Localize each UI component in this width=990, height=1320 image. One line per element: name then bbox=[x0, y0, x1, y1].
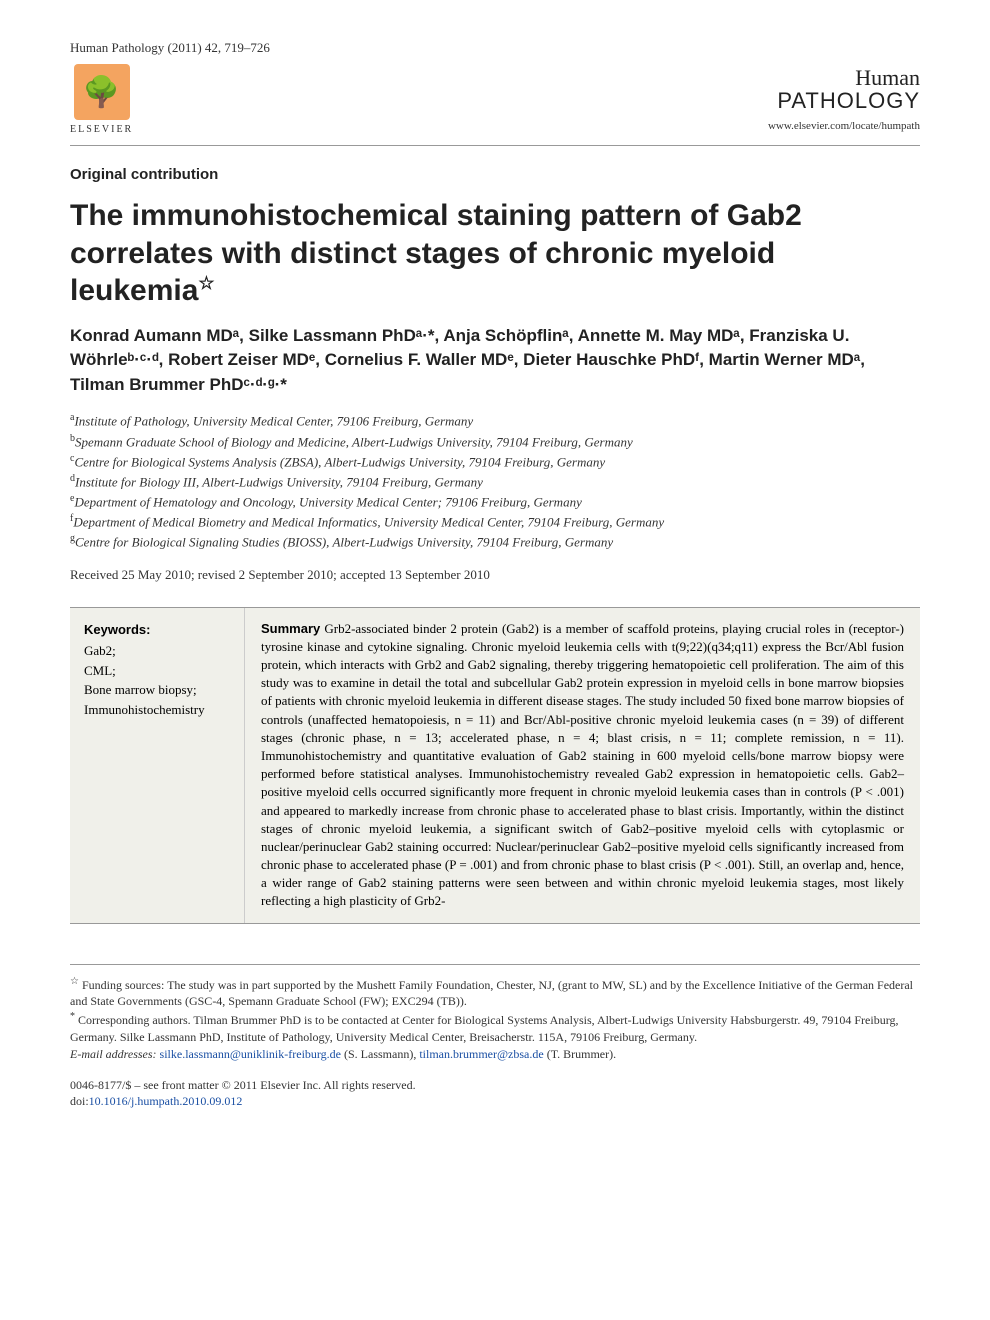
header-row: Human Pathology (2011) 42, 719–726 bbox=[70, 40, 920, 56]
keywords-column: Keywords: Gab2; CML; Bone marrow biopsy;… bbox=[70, 608, 245, 923]
affiliation: cCentre for Biological Systems Analysis … bbox=[70, 452, 920, 472]
corresponding-text: Corresponding authors. Tilman Brummer Ph… bbox=[70, 1013, 898, 1044]
affiliation: gCentre for Biological Signaling Studies… bbox=[70, 532, 920, 552]
issn-line: 0046-8177/$ – see front matter © 2011 El… bbox=[70, 1077, 920, 1094]
keyword: CML; bbox=[84, 661, 230, 681]
affiliation: aInstitute of Pathology, University Medi… bbox=[70, 411, 920, 431]
affiliation: dInstitute for Biology III, Albert-Ludwi… bbox=[70, 472, 920, 492]
journal-citation: Human Pathology (2011) 42, 719–726 bbox=[70, 40, 270, 56]
footer-meta: 0046-8177/$ – see front matter © 2011 El… bbox=[70, 1077, 920, 1111]
asterisk-icon: * bbox=[70, 1011, 75, 1022]
title-text: The immunohistochemical staining pattern… bbox=[70, 199, 802, 307]
summary-heading: Summary bbox=[261, 621, 320, 636]
journal-brand: Human PATHOLOGY www.elsevier.com/locate/… bbox=[768, 67, 920, 131]
corresponding-footnote: * Corresponding authors. Tilman Brummer … bbox=[70, 1010, 920, 1046]
publisher-logo: 🌳 ELSEVIER bbox=[70, 64, 133, 135]
footnotes: ☆ Funding sources: The study was in part… bbox=[70, 964, 920, 1063]
affiliations-list: aInstitute of Pathology, University Medi… bbox=[70, 411, 920, 552]
summary-column: Summary Grb2-associated binder 2 protein… bbox=[245, 608, 920, 923]
affiliation: bSpemann Graduate School of Biology and … bbox=[70, 432, 920, 452]
brand-line2: PATHOLOGY bbox=[768, 89, 920, 113]
affiliation: eDepartment of Hematology and Oncology, … bbox=[70, 492, 920, 512]
doi-label: doi: bbox=[70, 1094, 89, 1108]
abstract-block: Keywords: Gab2; CML; Bone marrow biopsy;… bbox=[70, 607, 920, 924]
article-type: Original contribution bbox=[70, 166, 920, 183]
brand-line1: Human bbox=[768, 67, 920, 89]
funding-footnote: ☆ Funding sources: The study was in part… bbox=[70, 975, 920, 1011]
email-footnote: E-mail addresses: silke.lassmann@uniklin… bbox=[70, 1046, 920, 1063]
star-icon: ☆ bbox=[70, 976, 79, 987]
keyword: Gab2; bbox=[84, 641, 230, 661]
keyword: Immunohistochemistry bbox=[84, 700, 230, 720]
email-link-2[interactable]: tilman.brummer@zbsa.de bbox=[419, 1047, 543, 1061]
elsevier-tree-icon: 🌳 bbox=[74, 64, 130, 120]
keywords-heading: Keywords: bbox=[84, 620, 230, 640]
title-footnote-star-icon: ☆ bbox=[198, 273, 214, 293]
email-person-1: (S. Lassmann), bbox=[344, 1047, 416, 1061]
affiliation: fDepartment of Medical Biometry and Medi… bbox=[70, 512, 920, 532]
funding-text: Funding sources: The study was in part s… bbox=[70, 978, 913, 1009]
authors-list: Konrad Aumann MDᵃ, Silke Lassmann PhDᵃ·*… bbox=[70, 324, 920, 398]
article-dates: Received 25 May 2010; revised 2 Septembe… bbox=[70, 567, 920, 583]
email-person-2: (T. Brummer). bbox=[547, 1047, 616, 1061]
publisher-name: ELSEVIER bbox=[70, 124, 133, 135]
email-label: E-mail addresses: bbox=[70, 1047, 157, 1061]
page-container: Human Pathology (2011) 42, 719–726 🌳 ELS… bbox=[0, 0, 990, 1320]
doi-line: doi:10.1016/j.humpath.2010.09.012 bbox=[70, 1093, 920, 1110]
brand-url[interactable]: www.elsevier.com/locate/humpath bbox=[768, 120, 920, 132]
header-brand-row: 🌳 ELSEVIER Human PATHOLOGY www.elsevier.… bbox=[70, 64, 920, 146]
email-link-1[interactable]: silke.lassmann@uniklinik-freiburg.de bbox=[160, 1047, 341, 1061]
summary-body: Grb2-associated binder 2 protein (Gab2) … bbox=[261, 621, 904, 909]
doi-link[interactable]: 10.1016/j.humpath.2010.09.012 bbox=[89, 1094, 243, 1108]
article-title: The immunohistochemical staining pattern… bbox=[70, 197, 920, 310]
keyword: Bone marrow biopsy; bbox=[84, 680, 230, 700]
